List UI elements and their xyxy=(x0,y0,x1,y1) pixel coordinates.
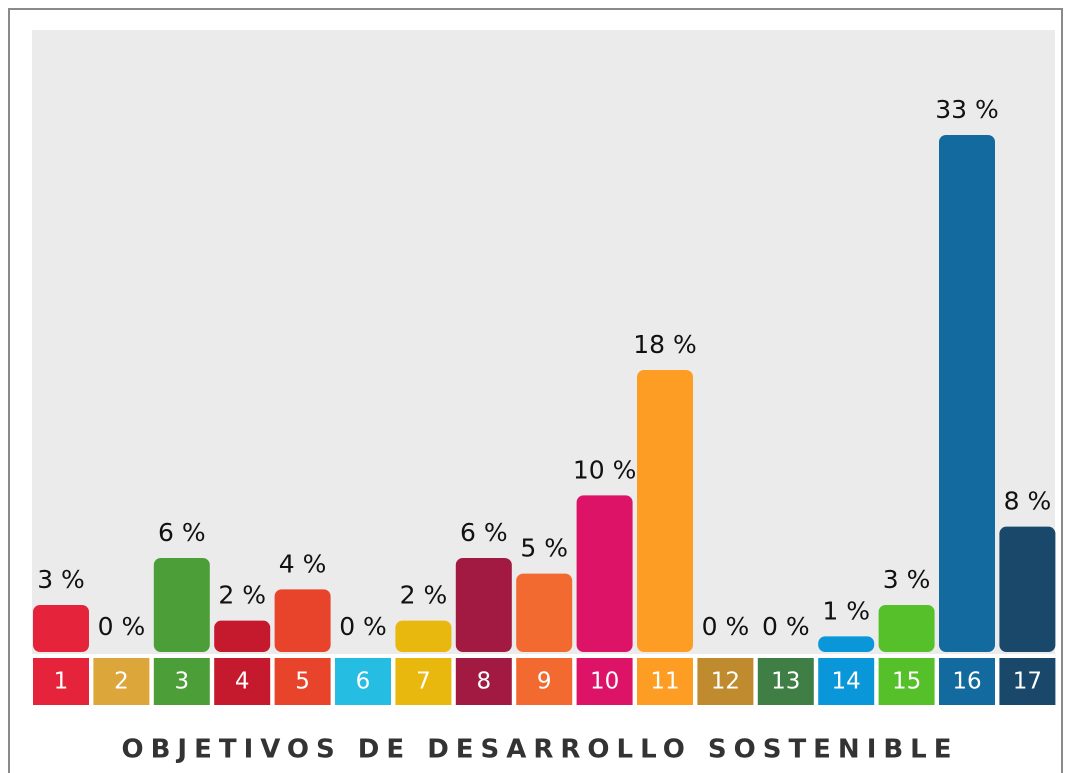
value-label: 10 % xyxy=(573,455,637,484)
x-tick-label: 1 xyxy=(54,669,69,695)
x-tick-label: 13 xyxy=(771,669,800,695)
goal-box xyxy=(214,658,271,705)
goal-box xyxy=(999,658,1056,705)
bar xyxy=(274,589,331,652)
x-tick-label: 11 xyxy=(650,669,679,695)
value-label: 2 % xyxy=(400,581,448,610)
bar xyxy=(939,135,995,652)
value-label: 6 % xyxy=(158,518,206,547)
goal-box xyxy=(33,658,89,705)
value-label: 0 % xyxy=(702,612,750,641)
goal-box xyxy=(274,658,331,705)
bar xyxy=(33,605,89,652)
bar xyxy=(576,495,633,652)
x-tick-label: 14 xyxy=(832,669,861,695)
goal-box xyxy=(818,658,875,705)
x-tick-label: 16 xyxy=(952,669,981,695)
goal-box xyxy=(455,658,512,705)
x-tick-label: 6 xyxy=(356,669,371,695)
value-label: 1 % xyxy=(822,596,870,625)
goal-box xyxy=(335,658,391,705)
bar xyxy=(999,526,1056,652)
x-tick-label: 10 xyxy=(590,669,619,695)
goal-box xyxy=(757,658,814,705)
x-tick-label: 15 xyxy=(892,669,921,695)
value-label: 2 % xyxy=(218,581,266,610)
goal-box xyxy=(93,658,150,705)
value-label: 6 % xyxy=(460,518,508,547)
x-tick-label: 3 xyxy=(174,669,189,695)
goal-box xyxy=(697,658,754,705)
value-label: 18 % xyxy=(633,330,697,359)
chart-title: OBJETIVOS DE DESARROLLO SOSTENIBLE xyxy=(121,735,958,765)
x-tick-label: 4 xyxy=(235,669,250,695)
x-tick-label: 17 xyxy=(1013,669,1042,695)
plot-area xyxy=(32,30,1055,654)
x-tick-label: 9 xyxy=(537,669,552,695)
bar xyxy=(516,573,573,652)
x-tick-label: 2 xyxy=(114,669,129,695)
goal-box xyxy=(878,658,935,705)
value-label: 3 % xyxy=(37,565,85,594)
value-label: 3 % xyxy=(883,565,931,594)
bar xyxy=(153,558,210,652)
bar xyxy=(455,558,512,652)
goal-box xyxy=(153,658,210,705)
value-label: 4 % xyxy=(279,549,327,578)
value-label: 0 % xyxy=(762,612,810,641)
value-label: 5 % xyxy=(520,534,568,563)
goal-box xyxy=(939,658,995,705)
bar xyxy=(818,636,875,652)
value-label: 0 % xyxy=(98,612,146,641)
value-label: 33 % xyxy=(935,95,999,124)
bar xyxy=(214,620,271,652)
value-label: 0 % xyxy=(339,612,387,641)
goal-box xyxy=(637,658,693,705)
x-tick-label: 7 xyxy=(416,669,431,695)
goal-box xyxy=(516,658,573,705)
bar xyxy=(637,370,693,652)
x-tick-label: 8 xyxy=(476,669,491,695)
x-tick-label: 12 xyxy=(711,669,740,695)
x-tick-label: 5 xyxy=(295,669,310,695)
value-label: 8 % xyxy=(1004,487,1052,516)
bar xyxy=(878,605,935,652)
goal-box xyxy=(395,658,452,705)
bar xyxy=(395,620,452,652)
goal-box xyxy=(576,658,633,705)
